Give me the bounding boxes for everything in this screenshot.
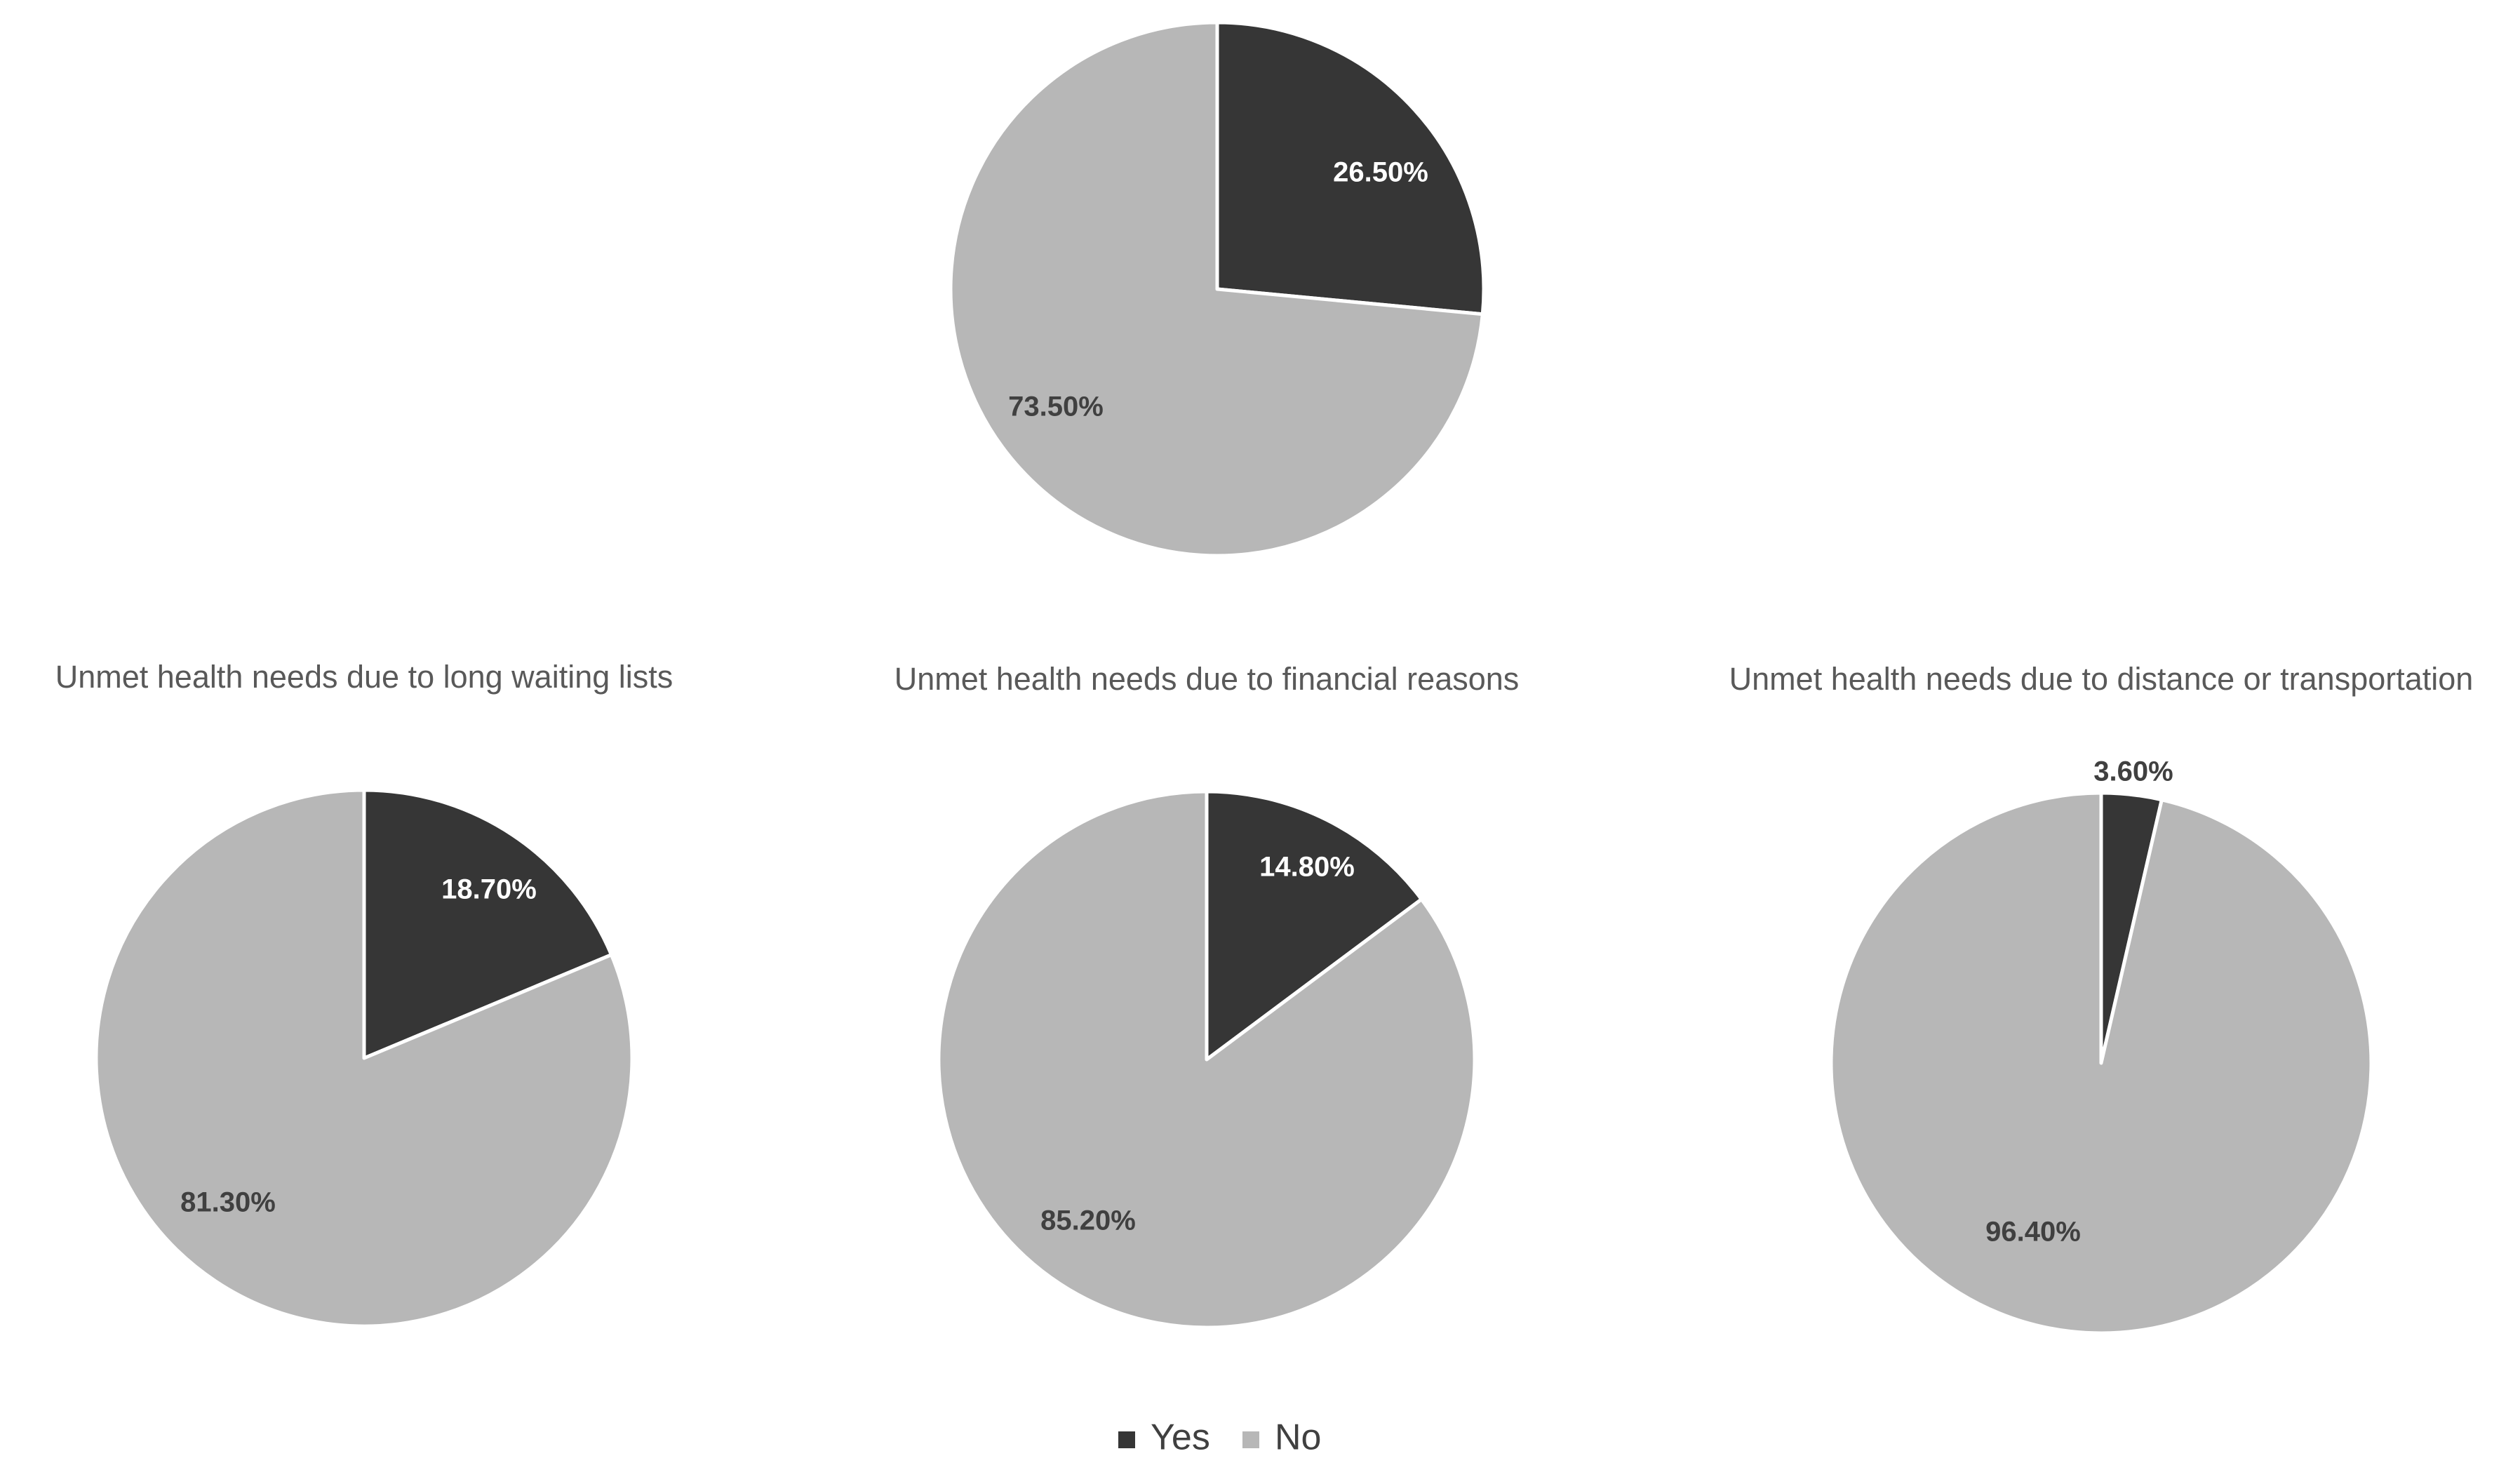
data-label-yes: 3.60% bbox=[2093, 756, 2173, 787]
data-label-no: 96.40% bbox=[1985, 1217, 2081, 1248]
data-label-yes: 18.70% bbox=[441, 874, 537, 905]
pie-slice-no bbox=[1829, 791, 2373, 1335]
pie-chart-4: Unmet health needs due to distance or tr… bbox=[1729, 661, 2474, 1335]
chart-title: Unmet health needs due to distance or tr… bbox=[1729, 661, 2474, 697]
data-label-no: 73.50% bbox=[1008, 392, 1104, 422]
data-label-yes: 14.80% bbox=[1259, 852, 1355, 883]
pie-slice-no bbox=[937, 789, 1477, 1330]
legend-swatch-yes bbox=[1118, 1431, 1135, 1448]
pie-slice-yes bbox=[362, 788, 613, 1060]
legend: Yes No bbox=[1118, 1417, 1321, 1458]
chart-title: Unmet health needs due to long waiting l… bbox=[55, 659, 673, 695]
pie-chart-3: Unmet health needs due to financial reas… bbox=[894, 661, 1520, 1330]
legend-swatch-no bbox=[1242, 1431, 1259, 1448]
data-label-no: 81.30% bbox=[180, 1187, 276, 1218]
legend-label-no: No bbox=[1275, 1417, 1321, 1458]
data-label-yes: 26.50% bbox=[1333, 157, 1428, 188]
legend-label-yes: Yes bbox=[1151, 1417, 1210, 1458]
pie-slice-yes bbox=[1215, 20, 1486, 316]
chart-title: Unmet health needs due to financial reas… bbox=[894, 661, 1520, 697]
pie-chart-1: 26.50% 73.50% bbox=[949, 20, 1486, 558]
pie-chart-2: Unmet health needs due to long waiting l… bbox=[55, 659, 673, 1328]
pie-slice-yes bbox=[1205, 789, 1423, 1062]
pie-slice-no bbox=[94, 788, 634, 1328]
charts-layer: 26.50% 73.50% Unmet health needs due to lo… bbox=[55, 20, 2474, 1335]
pie-slice-no bbox=[949, 20, 1484, 558]
data-label-no: 85.20% bbox=[1040, 1205, 1136, 1236]
